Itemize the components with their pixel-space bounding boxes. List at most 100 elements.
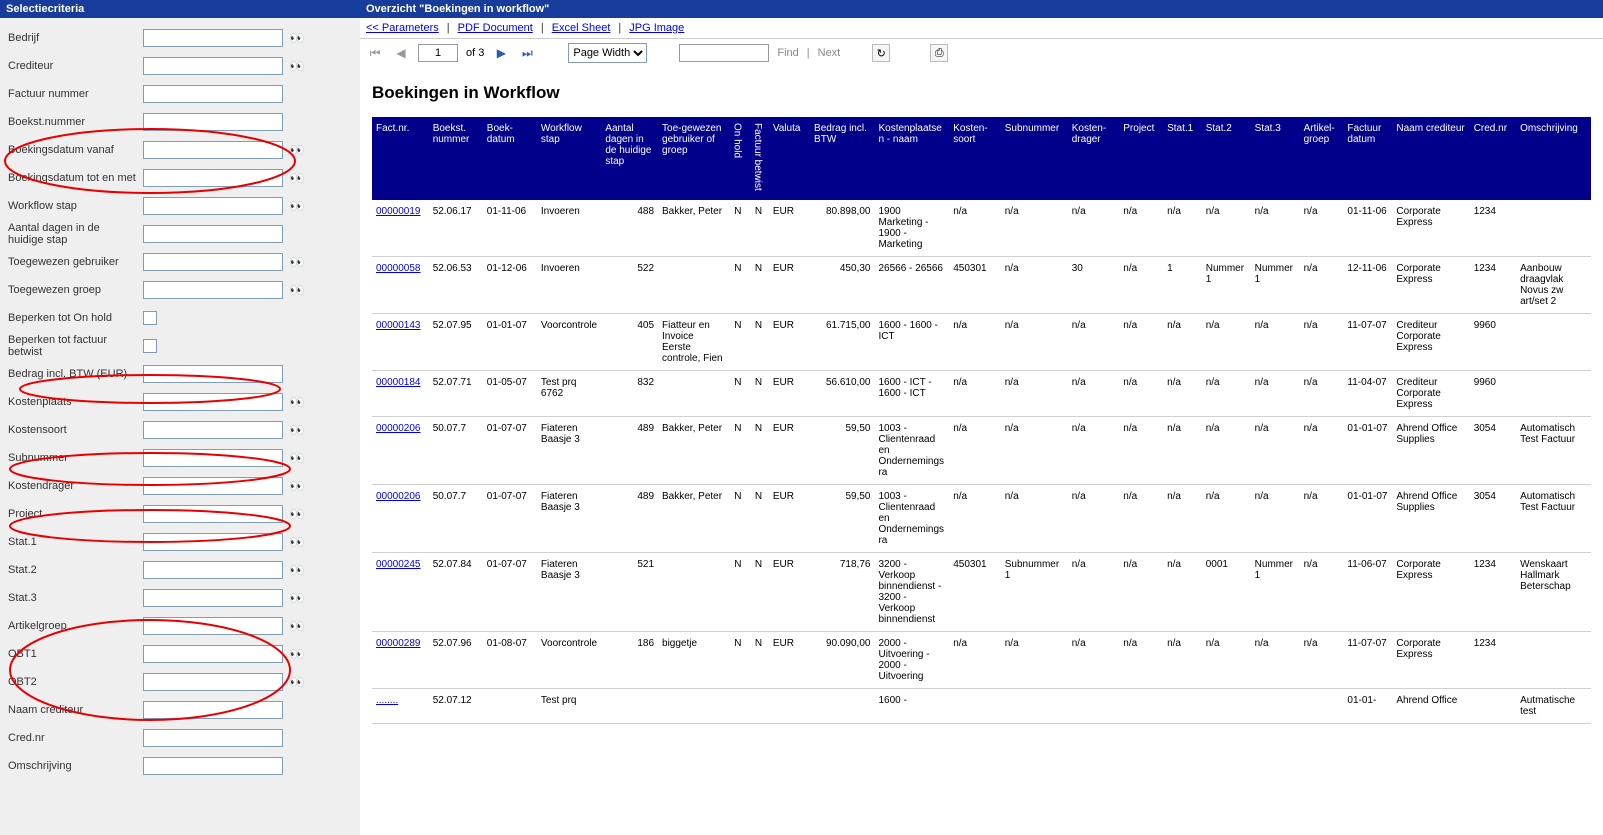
page-input[interactable] [418,44,458,62]
table-cell [810,688,874,723]
table-cell: n/a [1068,416,1120,484]
criteria-input[interactable] [143,589,283,607]
criteria-input[interactable] [143,701,283,719]
factnr-link[interactable]: 00000206 [376,491,421,502]
table-cell: n/a [1300,256,1344,313]
table-cell: 9960 [1470,370,1516,416]
table-cell: 52.07.71 [429,370,483,416]
binoculars-icon[interactable]: 👀 [289,619,305,633]
criteria-input[interactable] [143,197,283,215]
criteria-input[interactable] [143,57,283,75]
criteria-row: Artikelgroep👀 [4,612,356,640]
criteria-input[interactable] [143,141,283,159]
criteria-checkbox[interactable] [143,311,157,325]
criteria-label: Bedrag incl. BTW (EUR) [8,368,143,380]
prev-page-button[interactable]: ◀ [392,44,410,62]
criteria-input[interactable] [143,365,283,383]
criteria-label: Aantal dagen in de huidige stap [8,222,143,246]
table-cell: 1600 - ICT - 1600 - ICT [874,370,949,416]
criteria-input[interactable] [143,29,283,47]
criteria-input[interactable] [143,729,283,747]
binoculars-icon[interactable]: 👀 [289,647,305,661]
factnr-link[interactable]: 00000019 [376,206,421,217]
table-cell: Corporate Express [1392,256,1469,313]
table-cell: Fiateren Baasje 3 [537,552,601,631]
column-header: Valuta [769,117,810,200]
criteria-input[interactable] [143,85,283,103]
factnr-link[interactable]: 00000143 [376,320,421,331]
next-find-label: Next [818,47,841,59]
factnr-link[interactable]: 00000289 [376,638,421,649]
binoculars-icon[interactable]: 👀 [289,675,305,689]
table-cell: n/a [1001,370,1068,416]
factnr-link[interactable]: 00000245 [376,559,421,570]
criteria-input[interactable] [143,505,283,523]
factnr-link[interactable]: 00000058 [376,263,421,274]
parameters-link[interactable]: << Parameters [366,22,439,34]
refresh-icon[interactable]: ↻ [872,44,890,62]
binoculars-icon[interactable]: 👀 [289,479,305,493]
criteria-input[interactable] [143,645,283,663]
criteria-label: Toegewezen groep [8,284,143,296]
criteria-input[interactable] [143,449,283,467]
criteria-input[interactable] [143,393,283,411]
criteria-label: Workflow stap [8,200,143,212]
table-cell: EUR [769,416,810,484]
factnr-link[interactable]: 00000184 [376,377,421,388]
column-header: Kostenplaatsen - naam [874,117,949,200]
criteria-input[interactable] [143,253,283,271]
binoculars-icon[interactable]: 👀 [289,283,305,297]
binoculars-icon[interactable]: 👀 [289,31,305,45]
first-page-button[interactable]: ⏮ [366,44,384,62]
zoom-select[interactable]: Page Width [568,43,647,63]
binoculars-icon[interactable]: 👀 [289,199,305,213]
binoculars-icon[interactable]: 👀 [289,423,305,437]
table-cell: Invoeren [537,200,601,257]
factnr-link[interactable]: 00000206 [376,423,421,434]
binoculars-icon[interactable]: 👀 [289,171,305,185]
table-cell [658,256,728,313]
criteria-input[interactable] [143,617,283,635]
table-cell: 52.06.53 [429,256,483,313]
criteria-input[interactable] [143,281,283,299]
criteria-input[interactable] [143,113,283,131]
criteria-checkbox[interactable] [143,339,157,353]
factnr-link[interactable]: ........ [376,695,398,706]
binoculars-icon[interactable]: 👀 [289,591,305,605]
binoculars-icon[interactable]: 👀 [289,563,305,577]
binoculars-icon[interactable]: 👀 [289,451,305,465]
table-cell: n/a [1251,484,1300,552]
last-page-button[interactable]: ⏭ [518,44,536,62]
binoculars-icon[interactable]: 👀 [289,59,305,73]
table-cell: n/a [1001,631,1068,688]
criteria-input[interactable] [143,757,283,775]
next-page-button[interactable]: ▶ [492,44,510,62]
table-cell: 3054 [1470,484,1516,552]
print-icon[interactable]: ⎙ [930,44,948,62]
table-cell: Aanbouw draagvlak Novus zw art/set 2 [1516,256,1591,313]
find-input[interactable] [679,44,769,62]
table-cell: n/a [1001,200,1068,257]
binoculars-icon[interactable]: 👀 [289,535,305,549]
binoculars-icon[interactable]: 👀 [289,255,305,269]
criteria-input[interactable] [143,477,283,495]
criteria-input[interactable] [143,533,283,551]
criteria-input[interactable] [143,169,283,187]
table-cell [949,688,1001,723]
table-cell: 01-11-06 [1343,200,1392,257]
criteria-input[interactable] [143,225,283,243]
excel-link[interactable]: Excel Sheet [552,22,611,34]
pdf-link[interactable]: PDF Document [458,22,533,34]
criteria-row: Boekingsdatum vanaf👀 [4,136,356,164]
criteria-label: Crediteur [8,60,143,72]
binoculars-icon[interactable]: 👀 [289,143,305,157]
table-cell: 01-05-07 [483,370,537,416]
binoculars-icon[interactable]: 👀 [289,395,305,409]
table-cell: Subnummer 1 [1001,552,1068,631]
criteria-input[interactable] [143,421,283,439]
criteria-input[interactable] [143,673,283,691]
jpg-link[interactable]: JPG Image [629,22,684,34]
binoculars-icon[interactable]: 👀 [289,507,305,521]
criteria-input[interactable] [143,561,283,579]
table-cell: n/a [1300,200,1344,257]
